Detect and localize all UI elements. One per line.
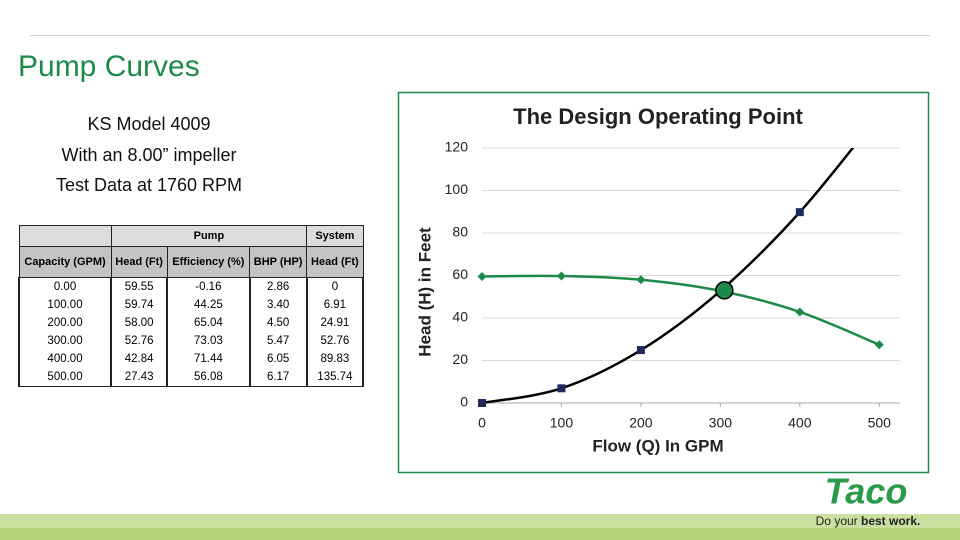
table-cell: 27.43 bbox=[110, 368, 169, 387]
tagline-bold: best work. bbox=[861, 514, 920, 528]
table-cell: 400.00 bbox=[17, 350, 113, 368]
table-header: Head (Ft) bbox=[306, 246, 364, 278]
logo-brand: Taco bbox=[825, 471, 908, 512]
operating-point bbox=[715, 281, 734, 300]
table-row: 200.00 58.00 65.04 4.50 24.91 bbox=[17, 314, 365, 332]
table-cell: 71.44 bbox=[166, 350, 251, 368]
table-cell: 59.55 bbox=[110, 277, 169, 296]
tagline-start: Do your bbox=[816, 514, 861, 528]
subtitle: With an 8.00” impeller bbox=[61, 145, 237, 165]
table-cell: 65.04 bbox=[166, 314, 251, 332]
x-tick-label: 400 bbox=[788, 415, 812, 431]
table-row: 400.00 42.84 71.44 6.05 89.83 bbox=[17, 350, 365, 368]
table-cell: 500.00 bbox=[17, 368, 113, 387]
x-axis-label: Flow (Q) In GPM bbox=[592, 436, 723, 455]
table-cell: 200.00 bbox=[17, 314, 113, 332]
table-cell: 24.91 bbox=[305, 314, 365, 332]
data-point bbox=[795, 307, 805, 317]
y-tick-label: 40 bbox=[452, 309, 468, 325]
table-group-header: Pump bbox=[110, 225, 308, 247]
table-cell: 0 bbox=[305, 277, 365, 296]
series-line bbox=[481, 274, 880, 346]
footer-band bbox=[0, 514, 960, 528]
table-cell: 73.03 bbox=[166, 332, 251, 350]
table-cell: 4.50 bbox=[248, 314, 308, 332]
x-tick-label: 300 bbox=[709, 415, 733, 431]
y-tick-label: 120 bbox=[445, 139, 469, 155]
y-tick-label: 0 bbox=[460, 394, 468, 410]
y-tick-label: 20 bbox=[452, 351, 468, 367]
table-cell: 42.84 bbox=[110, 350, 169, 368]
table-cell: 2.86 bbox=[248, 277, 308, 296]
table-cell: 59.74 bbox=[110, 296, 169, 314]
table-cell: 5.47 bbox=[248, 332, 308, 350]
data-table: Pump System Capacity (GPM) Head (Ft) Effic… bbox=[17, 225, 365, 387]
table-row: 300.00 52.76 73.03 5.47 52.76 bbox=[17, 332, 365, 350]
table-header: Capacity (GPM) bbox=[18, 246, 112, 278]
table-cell: 6.17 bbox=[248, 368, 308, 387]
table-row: 0.00 59.55 -0.16 2.86 0 bbox=[17, 277, 365, 296]
footer-band bbox=[0, 528, 960, 540]
table-header: Head (Ft) bbox=[110, 246, 168, 278]
table-cell: 6.91 bbox=[305, 296, 365, 314]
top-rule bbox=[30, 35, 930, 36]
x-tick-label: 200 bbox=[629, 415, 653, 431]
table-cell: -0.16 bbox=[166, 277, 251, 296]
y-tick-label: 60 bbox=[452, 266, 468, 282]
subtitle: Test Data at 1760 RPM bbox=[55, 175, 243, 195]
subtitle: KS Model 4009 bbox=[87, 114, 211, 134]
table-cell: 56.08 bbox=[166, 368, 251, 387]
logo-tagline: Do your best work. bbox=[816, 514, 921, 528]
table-cell: 100.00 bbox=[17, 296, 113, 314]
y-axis-label: Head (H) in Feet bbox=[415, 227, 434, 357]
x-tick-label: 500 bbox=[868, 415, 892, 431]
x-tick-label: 0 bbox=[478, 415, 486, 431]
table-group-header bbox=[18, 225, 112, 247]
data-point bbox=[477, 271, 487, 281]
table-row: 500.00 27.43 56.08 6.17 135.74 bbox=[17, 368, 365, 387]
data-point bbox=[636, 346, 645, 355]
table-cell: 6.05 bbox=[248, 350, 308, 368]
table-cell: 52.76 bbox=[305, 332, 365, 350]
data-point bbox=[874, 340, 884, 350]
data-point bbox=[556, 271, 566, 281]
data-point bbox=[636, 275, 646, 285]
table-cell: 89.83 bbox=[305, 350, 365, 368]
series-line bbox=[481, 148, 855, 405]
table-cell: 300.00 bbox=[17, 332, 113, 350]
data-point bbox=[795, 208, 804, 217]
table-cell: 58.00 bbox=[110, 314, 169, 332]
table-cell: 52.76 bbox=[110, 332, 169, 350]
table-cell: 3.40 bbox=[248, 296, 308, 314]
y-tick-label: 80 bbox=[452, 224, 468, 240]
table-cell: 0.00 bbox=[17, 277, 113, 296]
x-tick-label: 100 bbox=[550, 415, 574, 431]
table-header: BHP (HP) bbox=[248, 246, 308, 278]
slide-title: Pump Curves bbox=[18, 50, 200, 83]
y-tick-label: 100 bbox=[445, 181, 469, 197]
table-row: 100.00 59.74 44.25 3.40 6.91 bbox=[17, 296, 365, 314]
table-header: Efficiency (%) bbox=[166, 246, 251, 278]
data-point bbox=[557, 384, 566, 393]
table-cell: 135.74 bbox=[305, 368, 365, 387]
chart-title: The Design Operating Point bbox=[513, 104, 803, 129]
table-cell: 44.25 bbox=[166, 296, 251, 314]
data-point bbox=[478, 399, 486, 407]
